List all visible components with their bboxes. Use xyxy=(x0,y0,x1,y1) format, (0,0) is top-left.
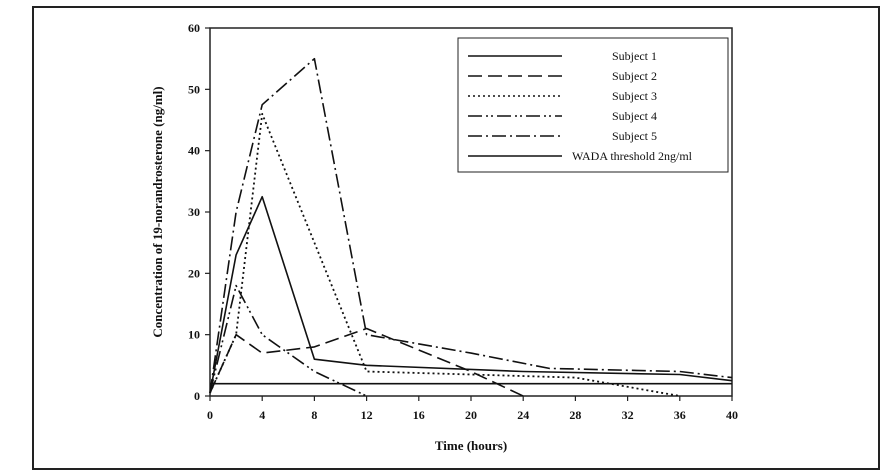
x-tick-label: 28 xyxy=(569,408,581,422)
legend-label-2: Subject 2 xyxy=(612,69,657,83)
legend-box xyxy=(457,37,729,173)
x-tick-label: 16 xyxy=(413,408,425,422)
series-line-1 xyxy=(209,195,733,394)
legend-label-3: Subject 3 xyxy=(612,89,657,103)
y-axis: 0 10 20 30 40 50 60 xyxy=(188,21,210,403)
y-tick-label: 60 xyxy=(188,21,200,35)
legend-label-5: Subject 5 xyxy=(612,129,657,143)
x-tick-label: 36 xyxy=(674,408,686,422)
y-tick-label: 40 xyxy=(188,144,200,158)
x-tick-label: 0 xyxy=(207,408,213,422)
x-tick-label: 4 xyxy=(259,408,265,422)
y-tick-label: 50 xyxy=(188,82,200,96)
y-axis-label: Concentration of 19-norandrosterone (ng/… xyxy=(150,86,165,337)
series-line-5 xyxy=(209,57,733,394)
x-tick-label: 24 xyxy=(517,408,529,422)
x-tick-label: 20 xyxy=(465,408,477,422)
legend: Subject 1 Subject 2 Subject 3 Subject 4 Subj… xyxy=(457,37,729,173)
y-tick-label: 0 xyxy=(194,389,200,403)
x-tick-label: 40 xyxy=(726,408,738,422)
series-line-3 xyxy=(209,113,680,397)
x-tick-label: 32 xyxy=(622,408,634,422)
y-tick-label: 20 xyxy=(188,266,200,280)
x-tick-label: 8 xyxy=(311,408,317,422)
x-axis-label: Time (hours) xyxy=(435,438,507,453)
y-tick-label: 30 xyxy=(188,205,200,219)
legend-label-6: WADA threshold 2ng/ml xyxy=(572,149,693,163)
legend-label-1: Subject 1 xyxy=(612,49,657,63)
series-line-2 xyxy=(209,327,524,397)
series-lines xyxy=(209,57,733,397)
x-axis: 0 4 8 12 16 20 24 28 32 36 40 xyxy=(207,396,738,422)
line-chart: 0 4 8 12 16 20 24 28 32 36 40 0 10 20 30 40 50 60 Time (… xyxy=(150,21,738,453)
x-tick-label: 12 xyxy=(361,408,373,422)
figure-frame: 0 4 8 12 16 20 24 28 32 36 40 0 10 20 30 40 50 60 Time (… xyxy=(32,6,880,470)
legend-label-4: Subject 4 xyxy=(612,109,657,123)
y-tick-label: 10 xyxy=(188,328,200,342)
